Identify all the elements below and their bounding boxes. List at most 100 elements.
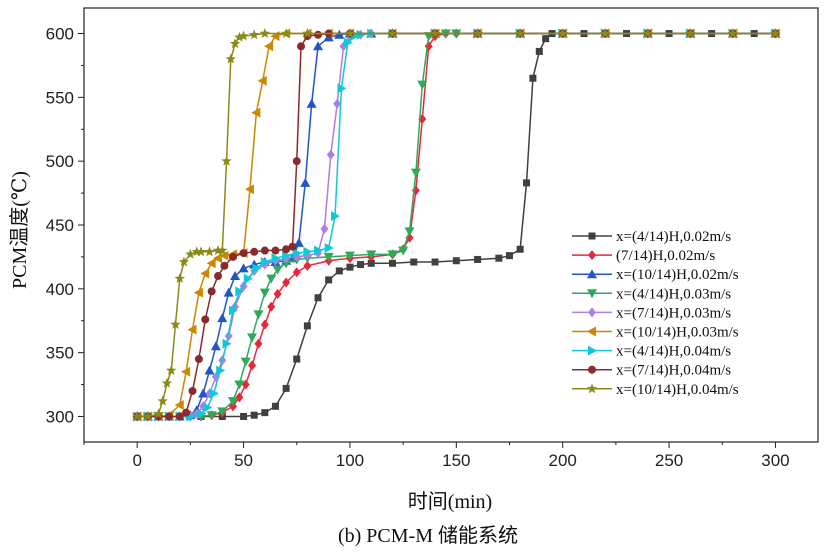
data-point <box>474 255 482 263</box>
legend-marker <box>587 269 597 279</box>
data-point <box>506 252 514 260</box>
data-point <box>178 256 190 267</box>
data-point <box>240 357 251 367</box>
data-point <box>303 246 313 257</box>
data-point <box>259 28 271 38</box>
data-point <box>206 411 217 421</box>
data-point <box>529 74 537 82</box>
data-point <box>272 265 283 275</box>
data-point <box>335 267 343 275</box>
data-point <box>366 250 377 260</box>
legend-item: x=(10/14)H,0.02m/s <box>572 267 739 283</box>
data-point <box>293 355 301 363</box>
data-point <box>131 410 143 421</box>
data-point <box>266 274 277 284</box>
x-tick-label: 250 <box>655 451 683 470</box>
data-point <box>323 252 334 262</box>
data-point <box>217 407 228 417</box>
data-point <box>314 294 322 302</box>
data-point <box>331 211 341 222</box>
data-point <box>241 379 250 390</box>
data-point <box>166 365 177 375</box>
data-point <box>410 258 418 266</box>
data-point <box>228 252 237 261</box>
data-point <box>243 273 253 284</box>
data-point <box>343 37 353 48</box>
x-tick-label: 50 <box>234 451 253 470</box>
data-point <box>264 41 274 52</box>
legend-item: x=(7/14)H,0.03m/s <box>572 305 731 321</box>
legend-label: x=(4/14)H,0.03m/s <box>616 286 731 302</box>
legend-item: x=(4/14)H,0.03m/s <box>572 286 731 302</box>
data-point <box>191 246 202 257</box>
data-point <box>198 388 209 398</box>
data-point <box>248 360 257 371</box>
data-point <box>297 42 306 51</box>
data-point <box>195 246 207 257</box>
data-point <box>175 412 184 421</box>
data-point <box>282 250 292 261</box>
data-point <box>234 380 245 390</box>
legend-label: x=(4/14)H,0.04m/s <box>616 344 731 360</box>
data-point <box>281 259 292 269</box>
legend: x=(4/14)H,0.02m/s (7/14)H,0.02m/s x=(10/14… <box>572 229 739 398</box>
data-point <box>235 392 244 403</box>
data-point <box>535 47 543 55</box>
data-point <box>228 305 238 316</box>
data-point <box>165 412 174 421</box>
legend-label: x=(4/14)H,0.02m/s <box>616 229 731 245</box>
legend-label: x=(10/14)H,0.04m/s <box>616 382 739 398</box>
data-point <box>557 28 568 38</box>
legend-item: x=(7/14)H,0.04m/s <box>572 363 731 379</box>
data-point <box>429 28 441 38</box>
data-point <box>229 38 241 49</box>
data-point <box>157 395 168 406</box>
data-point <box>142 410 154 421</box>
data-point <box>356 29 366 40</box>
legend-marker <box>588 307 596 318</box>
data-point <box>252 263 262 274</box>
data-point <box>273 288 282 299</box>
data-point <box>367 259 375 267</box>
y-tick-label: 300 <box>46 407 74 426</box>
data-point <box>153 408 164 419</box>
data-point <box>417 80 428 90</box>
data-point <box>770 28 781 38</box>
data-point <box>253 310 264 320</box>
data-point <box>293 237 304 247</box>
legend-label: x=(10/14)H,0.02m/s <box>616 267 739 283</box>
data-point <box>306 98 317 108</box>
data-point <box>685 28 696 38</box>
data-point <box>271 402 279 410</box>
data-point <box>472 28 483 38</box>
legend-item: x=(4/14)H,0.04m/s <box>572 344 731 360</box>
data-point <box>326 149 335 160</box>
legend-marker <box>587 289 597 299</box>
data-point <box>727 28 739 38</box>
data-point <box>398 246 409 256</box>
data-point <box>334 29 345 39</box>
data-point <box>238 263 249 273</box>
figure-caption: (b) PCM-M 储能系统 <box>338 524 518 547</box>
data-point <box>344 251 355 261</box>
data-point <box>216 365 226 376</box>
data-point <box>404 227 415 237</box>
data-point <box>261 409 269 417</box>
data-point <box>302 28 313 38</box>
data-point <box>303 260 312 271</box>
data-point <box>452 257 460 265</box>
data-point <box>217 313 228 323</box>
data-point <box>259 288 270 298</box>
data-point <box>193 287 203 298</box>
x-tick-label: 200 <box>549 451 577 470</box>
data-point <box>251 107 261 118</box>
data-point <box>325 276 333 284</box>
data-point <box>337 83 347 94</box>
data-point <box>217 245 228 255</box>
data-point <box>185 248 196 259</box>
x-tick-label: 100 <box>336 451 364 470</box>
data-point <box>227 397 238 407</box>
y-tick-label: 600 <box>46 25 74 44</box>
data-point <box>219 250 229 261</box>
y-tick-label: 350 <box>46 344 74 363</box>
